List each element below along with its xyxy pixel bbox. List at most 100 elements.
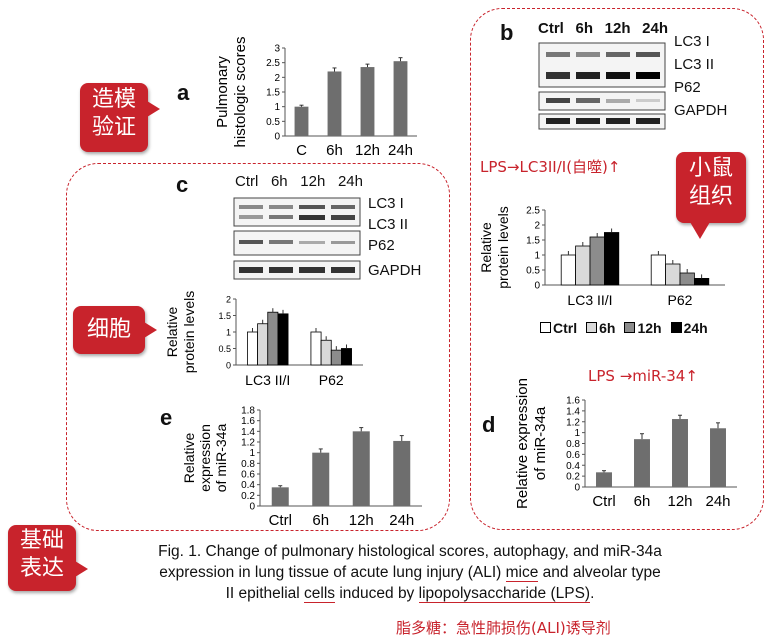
blot-c-lane-6h: 6h bbox=[270, 173, 288, 190]
blot-b-lane-12h: 12h bbox=[604, 20, 631, 37]
chart-e-ytick-label: 0.2 bbox=[241, 491, 255, 502]
blot-b-row-lc3ii: LC3 II bbox=[674, 56, 715, 73]
chart-d-ytick-label: 0.2 bbox=[566, 472, 580, 483]
chart-e-ytick-label: 1.4 bbox=[241, 427, 255, 438]
chart-d-bar bbox=[634, 439, 650, 487]
chart-d-bar bbox=[710, 428, 726, 487]
chart-d-bar bbox=[596, 472, 612, 487]
chart-a-category-label: 6h bbox=[326, 142, 343, 159]
blot-b-gapdh-bands bbox=[546, 118, 660, 124]
caption-line-2: expression in lung tissue of acute lung … bbox=[90, 562, 730, 583]
legend-swatch-24h bbox=[670, 322, 682, 333]
note-lps-name: 脂多糖：急性肺损伤(ALI)诱导剂 bbox=[396, 619, 611, 637]
chart-e-cell-mir34a: 00.20.40.60.811.21.41.61.8 Relative expres… bbox=[181, 406, 422, 529]
chart-a-bar bbox=[360, 67, 375, 136]
chart-b-ytick-label: 0 bbox=[534, 281, 540, 292]
chart-b-bar bbox=[589, 236, 605, 286]
blot-c-lc3-bands bbox=[239, 205, 355, 220]
chart-d-category-label: 12h bbox=[667, 493, 692, 510]
caption-line2-c: and alveolar type bbox=[538, 564, 661, 581]
blot-b-lc3i-bands bbox=[546, 52, 660, 57]
blot-b-lane-ctrl: Ctrl bbox=[538, 20, 564, 37]
chart-e-category-label: 24h bbox=[389, 512, 414, 529]
chart-e-ytick-label: 0.8 bbox=[241, 459, 255, 470]
chart-c-bar bbox=[320, 339, 332, 366]
blot-b-lane-24h: 24h bbox=[642, 20, 668, 37]
callout-model-validation: 造模 验证 bbox=[80, 83, 160, 152]
chart-b-bar bbox=[560, 254, 576, 286]
legend-swatch-ctrl bbox=[540, 322, 551, 333]
chart-c-ytick-label: 1.5 bbox=[218, 311, 231, 321]
chart-d-bar bbox=[672, 419, 688, 487]
chart-e-ytick-label: 0 bbox=[249, 502, 255, 513]
legend-item-ctrl: Ctrl bbox=[540, 320, 577, 336]
chart-d-ytick-label: 0.6 bbox=[566, 450, 580, 461]
chart-d-ytick-label: 1 bbox=[574, 428, 580, 439]
figure-caption: Fig. 1. Change of pulmonary histological… bbox=[90, 541, 730, 604]
blot-c-row-p62: P62 bbox=[368, 237, 395, 254]
legend-swatch-6h bbox=[586, 322, 598, 333]
chart-a-ytick-label: 2.5 bbox=[266, 58, 280, 69]
blot-c-gapdh-bands bbox=[239, 267, 355, 273]
chart-e-category-label: Ctrl bbox=[269, 512, 292, 529]
chart-e-ytick-label: 1.2 bbox=[241, 438, 255, 449]
chart-b-bar bbox=[693, 278, 710, 286]
chart-a-ytick-label: 2 bbox=[274, 73, 280, 84]
chart-c-bar bbox=[330, 349, 342, 366]
chart-c-bar bbox=[310, 331, 322, 366]
caption-line-1: Fig. 1. Change of pulmonary histological… bbox=[158, 543, 662, 560]
chart-b-bar bbox=[603, 232, 620, 286]
chart-e-category-label: 6h bbox=[312, 512, 329, 529]
chart-b-group-label: LC3 II/I bbox=[567, 292, 612, 308]
callout-cell-line1: 细胞 bbox=[86, 317, 131, 342]
western-blot-b: Ctrl 6h 12h 24h LC3 I LC3 II P62 GAPDH bbox=[538, 20, 768, 130]
chart-b-tissue-protein: 0 0.5 1 1.5 2 2.5 Relative protein levels LC3 II… bbox=[478, 206, 725, 308]
chart-e-category-label: 12h bbox=[349, 512, 374, 529]
blot-c-lane-12h: 12h bbox=[300, 173, 326, 190]
chart-a-category-label: 24h bbox=[388, 142, 413, 159]
chart-a-ylabel: histologic scores bbox=[232, 37, 249, 148]
blot-b-p62-bands bbox=[546, 98, 660, 103]
chart-b-ytick-label: 2.5 bbox=[526, 206, 540, 217]
panel-label-d: d bbox=[482, 412, 496, 437]
chart-e-ytick-label: 0.6 bbox=[241, 470, 255, 481]
chart-c-ytick-label: 0 bbox=[226, 361, 231, 371]
chart-d-ylabel: of miR-34a bbox=[532, 406, 549, 480]
chart-b-ytick-label: 2 bbox=[534, 221, 540, 232]
chart-e-bar bbox=[271, 487, 289, 506]
chart-a-histologic-scores: 0 0.5 1 1.5 2 2.5 3 Pulmonary histologic scores C… bbox=[214, 37, 417, 159]
chart-c-bar bbox=[257, 323, 269, 366]
chart-d-ytick-label: 0 bbox=[574, 483, 580, 494]
chart-b-ylabel: Relative bbox=[478, 222, 494, 273]
caption-line-3: II epithelial cells induced by lipopolys… bbox=[90, 583, 730, 604]
caption-word-cells: cells bbox=[304, 585, 336, 603]
chart-e-ytick-label: 1 bbox=[249, 448, 255, 459]
chart-b-ytick-label: 1.5 bbox=[526, 236, 540, 247]
chart-e-ylabel: Relative bbox=[181, 433, 197, 484]
chart-c-group-label: P62 bbox=[319, 372, 344, 388]
western-blot-c: Ctrl 6h 12h 24h LC3 I LC3 II P62 GAPDH bbox=[233, 173, 448, 285]
callout-basis-line1: 基础 bbox=[19, 528, 64, 553]
chart-b-group-label: P62 bbox=[668, 292, 693, 308]
callout-mouse-tissue: 小鼠 组织 bbox=[676, 152, 746, 239]
note-lps-lc3: LPS→LC3II/I(自噬)↑ bbox=[480, 158, 621, 176]
caption-line3-e: . bbox=[590, 585, 595, 602]
chart-a-ytick-label: 0.5 bbox=[266, 117, 280, 128]
chart-d-ytick-label: 1.2 bbox=[566, 417, 580, 428]
chart-c-bar bbox=[247, 331, 258, 366]
note-lps-mir34: LPS →miR-34↑ bbox=[588, 367, 698, 385]
legend-swatch-12h bbox=[624, 322, 636, 333]
chart-b-bar bbox=[679, 272, 695, 286]
chart-d-ylabel: Relative expression bbox=[514, 378, 531, 509]
chart-c-ytick-label: 1 bbox=[226, 328, 231, 338]
chart-c-bar bbox=[267, 311, 279, 366]
chart-c-ytick-label: 0.5 bbox=[218, 344, 231, 354]
chart-a-ytick-label: 1 bbox=[274, 102, 280, 113]
chart-b-bar bbox=[575, 245, 591, 286]
chart-e-ylabel: expression bbox=[197, 424, 213, 492]
chart-a-bar bbox=[327, 71, 342, 136]
callout-basis-expression: 基础 表达 bbox=[8, 525, 88, 591]
tissue-group-border bbox=[470, 8, 764, 530]
caption-line2-a: expression in lung tissue of acute lung … bbox=[159, 564, 506, 581]
chart-d-ytick-label: 1.6 bbox=[566, 396, 580, 407]
